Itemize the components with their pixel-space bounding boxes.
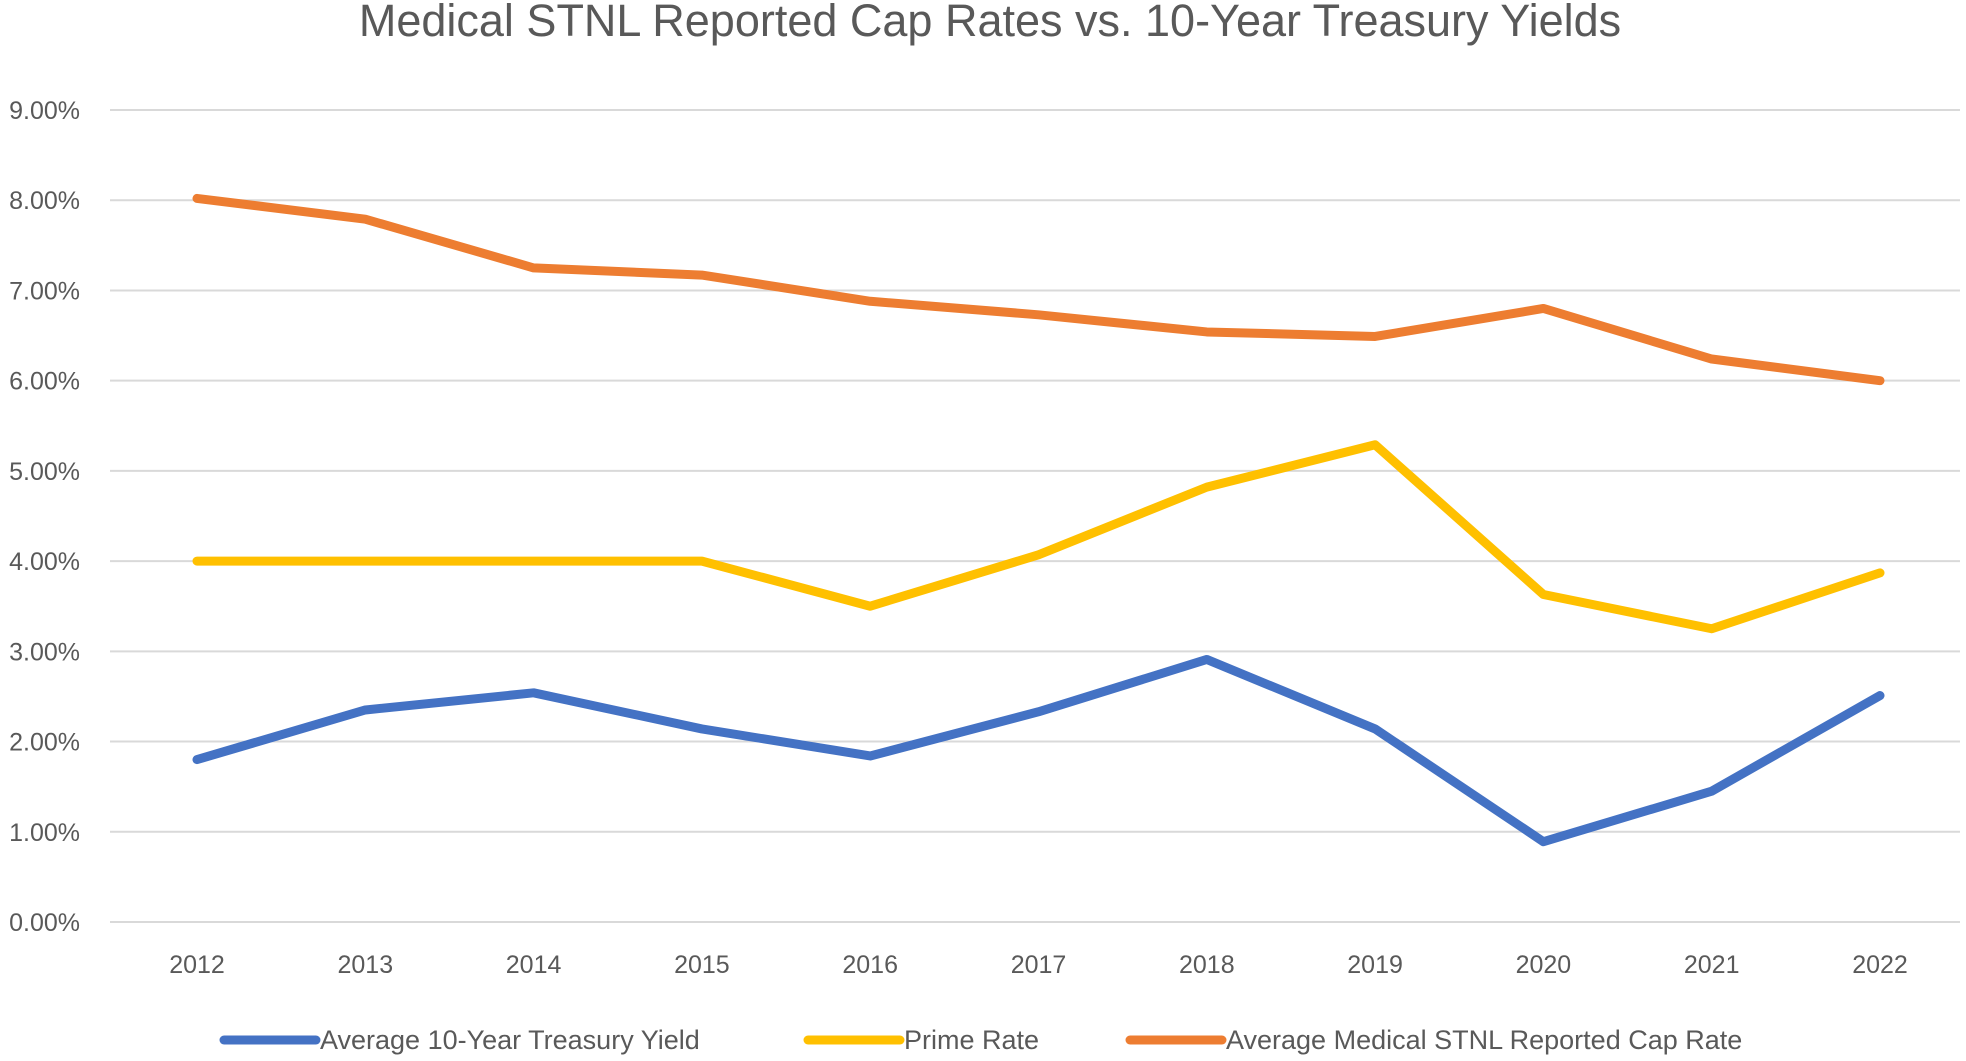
x-tick-label: 2020 xyxy=(1516,951,1572,979)
y-tick-label: 6.00% xyxy=(9,368,80,396)
x-tick-label: 2019 xyxy=(1347,951,1403,979)
series-line xyxy=(192,654,1885,847)
series-lines xyxy=(192,193,1885,847)
x-tick-label: 2022 xyxy=(1852,951,1908,979)
chart-title: Medical STNL Reported Cap Rates vs. 10-Y… xyxy=(359,0,1621,46)
y-tick-label: 4.00% xyxy=(9,548,80,576)
series-line xyxy=(192,440,1885,634)
legend-item: Prime Rate xyxy=(803,1025,1039,1055)
x-tick-label: 2018 xyxy=(1179,951,1235,979)
legend-label: Prime Rate xyxy=(904,1025,1039,1055)
legend-item: Average 10-Year Treasury Yield xyxy=(219,1025,700,1055)
legend-label: Average Medical STNL Reported Cap Rate xyxy=(1226,1025,1742,1055)
series-3 xyxy=(192,193,1885,386)
y-tick-label: 2.00% xyxy=(9,729,80,757)
legend-item: Average Medical STNL Reported Cap Rate xyxy=(1125,1025,1742,1055)
y-tick-label: 1.00% xyxy=(9,819,80,847)
y-tick-label: 9.00% xyxy=(9,97,80,125)
series-2 xyxy=(192,440,1885,634)
x-tick-label: 2016 xyxy=(842,951,898,979)
x-axis-ticks: 2012 2013 2014 2015 2016 2017 2018 2019 2020 2021… xyxy=(169,951,1908,979)
y-axis-ticks: 0.00% 1.00% 2.00% 3.00% 4.00% 5.00% 6.00% 7.00%… xyxy=(9,97,80,937)
x-tick-label: 2015 xyxy=(674,951,730,979)
gridlines xyxy=(110,109,1960,923)
x-tick-label: 2013 xyxy=(337,951,393,979)
y-tick-label: 3.00% xyxy=(9,638,80,666)
legend: Average 10-Year Treasury Yield Prime Rate… xyxy=(219,1025,1742,1055)
legend-label: Average 10-Year Treasury Yield xyxy=(320,1025,700,1055)
y-tick-label: 7.00% xyxy=(9,277,80,305)
y-tick-label: 0.00% xyxy=(9,909,80,937)
x-tick-label: 2017 xyxy=(1011,951,1067,979)
y-tick-label: 5.00% xyxy=(9,458,80,486)
x-tick-label: 2014 xyxy=(506,951,562,979)
series-1 xyxy=(192,654,1885,847)
x-tick-label: 2021 xyxy=(1684,951,1740,979)
x-tick-label: 2012 xyxy=(169,951,225,979)
series-line xyxy=(192,193,1885,386)
y-tick-label: 8.00% xyxy=(9,187,80,215)
